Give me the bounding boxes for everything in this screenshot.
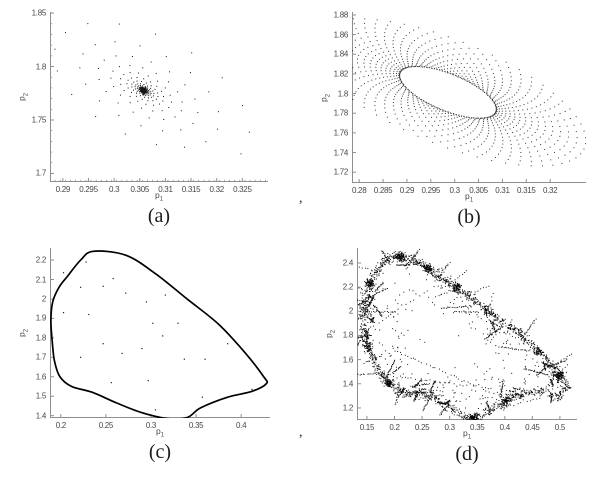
y-tick-label: 1.86 (333, 30, 349, 40)
x-axis-label: p1 (155, 426, 165, 439)
x-tick-label: 0.285 (373, 186, 393, 195)
x-axis-label: p1 (154, 190, 164, 203)
y-tick-label: 1.75 (31, 115, 47, 125)
y-tick-label: 2.2 (35, 255, 47, 265)
subplot-caption-c: (c) (148, 441, 172, 463)
subplot-d: p2 p1 (d) 0.15 0.2 0.25 0.3 0.35 0.4 0.45 0.5 1.… (324, 248, 577, 465)
x-tick-label: 0.25 (414, 423, 430, 432)
x-tick-label: 0.28 (351, 186, 367, 195)
x-tick-label: 0.3 (449, 186, 461, 195)
y-tick-label: 1.9 (35, 313, 47, 323)
y-tick-label: 1.5 (35, 391, 47, 401)
separator-comma: , (299, 191, 303, 206)
y-tick-label: 1.72 (333, 167, 349, 177)
y-tick-label: 1.8 (35, 333, 47, 343)
y-tick-label: 1.7 (35, 352, 47, 362)
y-tick-label: 2 (348, 306, 353, 316)
subplot-caption-b: (b) (457, 206, 481, 228)
x-tick-label: 0.305 (469, 186, 488, 195)
y-tick-label: 2.2 (342, 282, 354, 292)
x-tick-label: 0.3 (145, 421, 157, 430)
y-axis-label: p2 (318, 93, 332, 102)
x-tick-label: 0.31 (495, 186, 510, 195)
x-tick-label: 0.31 (158, 185, 173, 194)
subplot-caption-d: (d) (455, 443, 479, 465)
x-tick-label: 0.35 (470, 423, 485, 432)
y-tick-label: 1.85 (31, 8, 47, 18)
x-axis-label: p1 (464, 191, 474, 204)
x-tick-label: 0.3 (444, 423, 456, 432)
x-tick-label: 0.2 (389, 423, 400, 432)
x-tick-label: 0.32 (209, 185, 225, 194)
y-tick-label: 1.6 (35, 372, 47, 382)
y-tick-label: 2.4 (342, 258, 354, 268)
y-tick-label: 1.82 (333, 69, 349, 79)
y-tick-label: 1.2 (342, 403, 354, 413)
x-tick-label: 0.305 (130, 185, 150, 194)
x-tick-label: 0.29 (399, 186, 415, 195)
x-tick-label: 0.45 (525, 423, 540, 432)
y-tick-label: 1.78 (333, 108, 349, 118)
subplot-caption-a: (a) (147, 205, 171, 227)
y-tick-label: 1.4 (342, 379, 354, 389)
x-axis-label: p1 (462, 428, 472, 441)
scatter-plot-canvas-b (352, 12, 586, 183)
x-tick-label: 0.15 (359, 423, 375, 432)
x-tick-label: 0.295 (421, 186, 441, 195)
subplot-b: p2 p1 (b) 0.28 0.285 0.29 0.295 0.3 0.305 0.31… (319, 10, 586, 228)
y-tick-label: 2 (41, 294, 46, 304)
subplot-c: p2 p1 (c) 0.2 0.25 0.3 0.35 0.4 1.4 1.5 1.6 1.7 1… (17, 248, 270, 463)
x-tick-label: 0.29 (55, 185, 71, 194)
y-tick-label: 1.8 (337, 89, 349, 99)
y-tick-label: 1.6 (342, 355, 354, 365)
y-tick-label: 1.76 (333, 128, 349, 138)
separator-comma: , (299, 425, 303, 440)
x-tick-label: 0.4 (499, 423, 511, 432)
x-tick-label: 0.32 (542, 186, 558, 195)
x-tick-label: 0.3 (108, 185, 120, 194)
scatter-plot-canvas-a (50, 12, 268, 182)
x-tick-label: 0.25 (98, 421, 114, 430)
y-tick-label: 1.84 (333, 49, 349, 59)
x-tick-label: 0.2 (55, 421, 67, 430)
y-tick-label: 2.1 (35, 275, 47, 284)
x-tick-label: 0.325 (233, 185, 252, 194)
y-tick-label: 1.8 (342, 330, 354, 340)
y-tick-label: 1.88 (333, 10, 349, 20)
x-tick-label: 0.315 (181, 185, 201, 194)
scatter-plot-canvas-d (357, 248, 577, 420)
y-axis-label: p2 (16, 328, 30, 338)
x-tick-label: 0.4 (236, 421, 247, 430)
subplot-a: p2 p1 (a) 0.29 0.295 0.3 0.305 0.31 0.315 0.32… (17, 9, 268, 227)
x-tick-label: 0.295 (79, 185, 98, 194)
y-tick-label: 1.4 (35, 411, 47, 421)
y-axis-label: p2 (16, 92, 30, 102)
x-tick-label: 0.5 (554, 423, 566, 432)
x-tick-label: 0.315 (517, 186, 536, 195)
y-tick-label: 1.7 (35, 168, 47, 178)
y-tick-label: 1.8 (35, 62, 47, 72)
y-tick-label: 1.74 (333, 148, 349, 158)
x-tick-label: 0.35 (188, 421, 204, 430)
y-axis-label: p2 (323, 329, 337, 339)
scatter-plot-canvas-c (50, 248, 270, 418)
